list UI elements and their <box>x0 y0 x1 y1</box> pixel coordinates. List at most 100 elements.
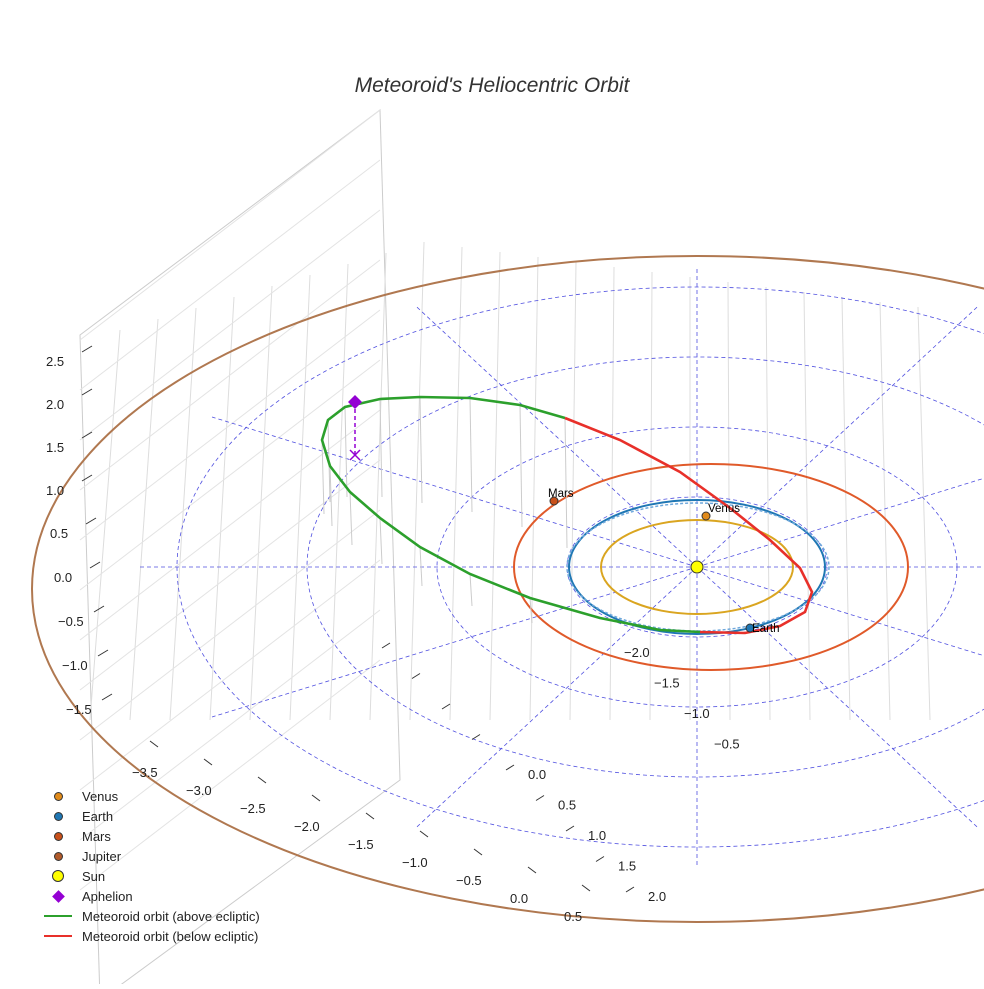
pane-gridline <box>529 256 539 721</box>
pane-gridline <box>409 241 425 721</box>
x-tick-label: −1.0 <box>402 855 428 870</box>
pane-gridline <box>79 109 381 341</box>
pane-gridline <box>79 559 381 791</box>
orbit-mars <box>513 463 909 671</box>
pane-gridline <box>609 266 615 721</box>
legend-item: Jupiter <box>38 846 260 866</box>
pane-gridline <box>79 659 381 891</box>
pane-gridline <box>89 329 121 721</box>
x-tick-mark <box>419 830 429 838</box>
planet-mars-label: Mars <box>548 488 574 500</box>
x-tick-label: 0.0 <box>510 891 528 906</box>
legend-item: Sun <box>38 866 260 886</box>
orbit-earth <box>568 499 826 635</box>
x-tick-mark <box>149 740 159 748</box>
dropline <box>321 439 325 515</box>
pane-gridline <box>129 318 159 721</box>
legend-item: Meteoroid orbit (below ecliptic) <box>38 926 260 946</box>
y-tick-label: −1.5 <box>654 676 680 691</box>
pane-gridline <box>79 409 381 641</box>
x-tick-label: −1.5 <box>348 837 374 852</box>
pane-gridline <box>79 259 381 491</box>
y-tick-mark <box>411 673 421 679</box>
z-tick-label: 0.0 <box>54 570 72 585</box>
pane-gridline <box>79 209 381 441</box>
back-left-pane <box>79 109 401 989</box>
dropline <box>349 491 353 546</box>
dropline <box>344 406 348 498</box>
x-tick-label: −0.5 <box>456 873 482 888</box>
x-tick-mark <box>473 848 483 856</box>
z-tick-mark <box>85 517 97 525</box>
orbit-venus <box>600 519 794 615</box>
dropline <box>419 396 423 504</box>
x-tick-label: 0.5 <box>564 909 582 924</box>
pane-gridline <box>449 246 463 721</box>
y-tick-mark <box>471 734 481 740</box>
y-tick-label: 0.0 <box>528 767 546 782</box>
pane-gridline <box>803 291 811 721</box>
dropline <box>379 398 383 498</box>
z-tick-mark <box>81 474 93 482</box>
orbit-jupiter <box>31 255 984 923</box>
x-tick-mark <box>311 794 321 802</box>
pane-gridline <box>79 359 381 591</box>
z-tick-mark <box>81 431 93 439</box>
legend-marker <box>38 866 78 886</box>
y-tick-label: 0.5 <box>558 798 576 813</box>
y-tick-label: 1.5 <box>618 859 636 874</box>
legend-item: Mars <box>38 826 260 846</box>
legend-marker <box>38 886 78 906</box>
pane-gridline <box>79 509 381 741</box>
legend-marker <box>38 806 78 826</box>
y-tick-mark <box>565 825 575 832</box>
ecliptic-spoke <box>416 566 698 828</box>
legend-label: Mars <box>82 828 111 844</box>
x-tick-mark <box>203 758 213 766</box>
y-tick-mark <box>625 886 635 893</box>
meteoroid-orbit <box>320 395 814 635</box>
x-tick-label: −2.0 <box>294 819 320 834</box>
ecliptic-spoke <box>696 566 978 828</box>
dropline <box>564 417 568 549</box>
x-tick-mark <box>581 884 591 892</box>
pane-gridline <box>369 252 387 721</box>
dropline <box>379 517 383 565</box>
y-tick-label: −2.0 <box>624 645 650 660</box>
legend: Venus Earth Mars Jupiter Sun Aphelion Meteoroi… <box>38 786 260 946</box>
pane-gridline <box>249 285 273 721</box>
ecliptic-spoke <box>696 306 978 568</box>
dropline <box>469 397 473 513</box>
legend-item: Meteoroid orbit (above ecliptic) <box>38 906 260 926</box>
legend-label: Meteoroid orbit (above ecliptic) <box>82 908 260 924</box>
legend-marker <box>38 906 78 926</box>
y-tick-label: −1.0 <box>684 706 710 721</box>
dropline <box>469 573 473 607</box>
legend-label: Aphelion <box>82 888 133 904</box>
legend-label: Meteoroid orbit (below ecliptic) <box>82 928 259 944</box>
z-tick-label: 1.5 <box>46 440 64 455</box>
pane-gridline <box>169 307 197 721</box>
pane-gridline <box>289 274 311 721</box>
pane-gridline <box>79 159 381 391</box>
x-tick-mark <box>257 776 267 784</box>
x-tick-mark <box>365 812 375 820</box>
meteoroid-below-line <box>564 416 814 635</box>
legend-marker <box>38 786 78 806</box>
legend-marker <box>38 846 78 866</box>
dropline <box>329 465 333 527</box>
z-tick-label: −1.0 <box>62 658 88 673</box>
y-tick-mark <box>505 764 515 771</box>
legend-item: Earth <box>38 806 260 826</box>
sun-marker <box>690 560 704 574</box>
dropline <box>419 546 423 587</box>
z-tick-label: 2.0 <box>46 397 64 412</box>
planet-mars-marker <box>549 496 559 506</box>
pane-gridline <box>649 271 653 721</box>
planet-venus-label: Venus <box>708 503 740 515</box>
pane-gridline <box>569 261 577 721</box>
pane-gridline <box>917 306 931 721</box>
y-tick-label: 2.0 <box>648 889 666 904</box>
pane-gridline <box>765 286 771 721</box>
